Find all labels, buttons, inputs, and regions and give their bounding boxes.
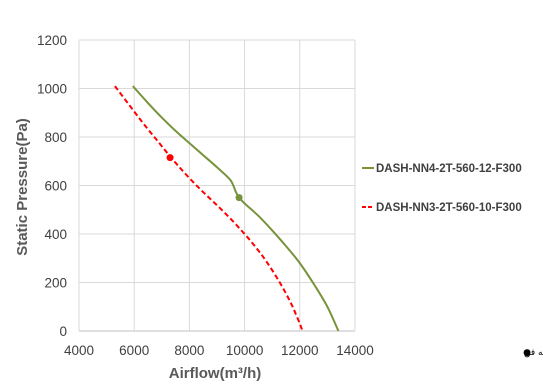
series-lines xyxy=(114,85,340,332)
legend-label-1: DASH-NN4-2T-560-12-F300 xyxy=(376,163,522,175)
series-markers xyxy=(166,154,243,202)
x-tick-label: 10000 xyxy=(226,343,264,358)
grid xyxy=(78,39,356,332)
y-tick-label: 600 xyxy=(44,179,67,194)
operating-point-marker-1 xyxy=(235,194,243,202)
legend: DASH-NN4-2T-560-12-F300 DASH-NN3-2T-560-1… xyxy=(362,163,522,214)
annotation-text: نقطه عملکرد بهینه فن xyxy=(524,348,543,358)
y-tick-label: 200 xyxy=(44,276,67,291)
x-axis-title: Airflow(m³/h) xyxy=(169,365,261,382)
operating-point-marker-2 xyxy=(166,154,174,162)
y-tick-label: 400 xyxy=(44,227,67,242)
x-tick-label: 4000 xyxy=(64,343,94,358)
series-line-1 xyxy=(132,85,340,332)
annotation: نقطه عملکرد بهینه فن ● xyxy=(523,348,543,358)
y-tick-label: 1000 xyxy=(37,82,67,97)
y-tick-label: 1200 xyxy=(37,33,67,48)
y-tick-label: 800 xyxy=(44,130,67,145)
x-tick-label: 14000 xyxy=(336,343,374,358)
x-tick-label: 8000 xyxy=(174,343,204,358)
y-axis-title: Static Pressure(Pa) xyxy=(14,118,31,256)
legend-label-2: DASH-NN3-2T-560-10-F300 xyxy=(376,202,522,214)
tick-labels: 0 200 400 600 800 1000 1200 4000 6000 8000 10000 12… xyxy=(37,33,374,358)
x-tick-label: 12000 xyxy=(281,343,319,358)
x-tick-label: 6000 xyxy=(119,343,149,358)
y-tick-label: 0 xyxy=(59,324,67,339)
annotation-bullet-icon: ● xyxy=(523,348,531,358)
series-line-2 xyxy=(114,85,304,332)
